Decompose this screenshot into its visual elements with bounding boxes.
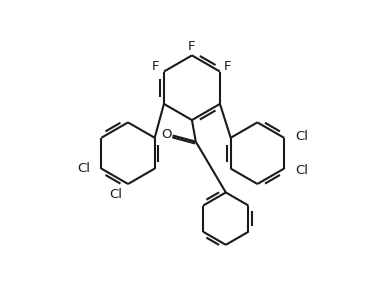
Text: O: O: [161, 128, 172, 141]
Text: F: F: [152, 60, 160, 73]
Text: Cl: Cl: [78, 162, 91, 175]
Text: F: F: [224, 60, 232, 73]
Text: Cl: Cl: [110, 188, 122, 201]
Text: Cl: Cl: [295, 130, 308, 143]
Text: F: F: [188, 40, 196, 53]
Text: Cl: Cl: [295, 164, 308, 177]
